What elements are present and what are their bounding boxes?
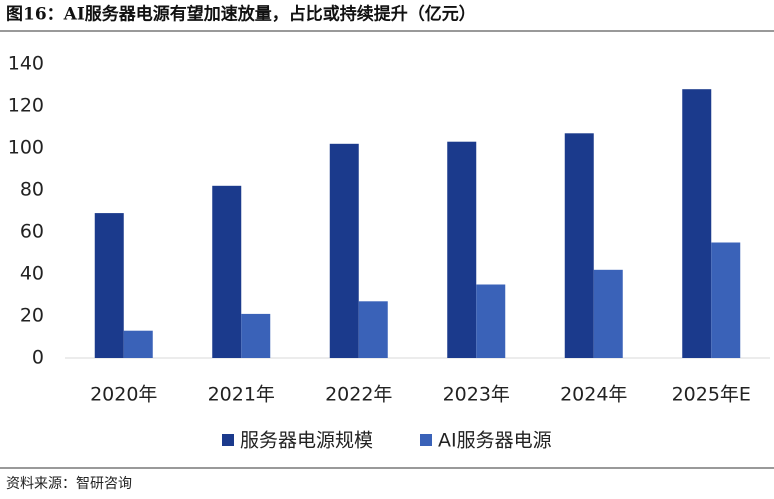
y-tick-label: 40 (20, 263, 44, 285)
x-tick-label: 2022年 (325, 384, 392, 406)
bar (212, 185, 242, 358)
bar (476, 284, 506, 358)
y-tick-label: 80 (20, 179, 44, 201)
y-tick-label: 100 (8, 137, 44, 159)
y-tick-label: 140 (8, 53, 44, 75)
bar (329, 143, 359, 358)
x-tick-label: 2023年 (443, 384, 510, 406)
x-tick-label: 2024年 (560, 384, 627, 406)
y-tick-label: 20 (20, 305, 44, 327)
bar (358, 301, 388, 358)
legend-swatch (222, 434, 234, 446)
bar (123, 330, 153, 358)
x-tick-label: 2025年E (672, 384, 751, 406)
bar (241, 313, 271, 358)
bar (682, 89, 712, 358)
bar (94, 213, 124, 358)
bar (711, 242, 741, 358)
bar (593, 269, 623, 358)
y-tick-label: 0 (32, 347, 44, 369)
legend-swatch (420, 434, 432, 446)
legend-label: AI服务器电源 (438, 430, 552, 452)
x-tick-label: 2021年 (208, 384, 275, 406)
source: 资料来源：智研咨询 (6, 476, 132, 492)
y-tick-label: 60 (20, 221, 44, 243)
x-tick-label: 2020年 (90, 384, 157, 406)
chart-title: 图16：AI服务器电源有望加速放量，占比或持续提升（亿元） (6, 4, 476, 25)
bar (564, 133, 594, 358)
legend-label: 服务器电源规模 (240, 430, 373, 452)
y-tick-label: 120 (8, 95, 44, 117)
bar (447, 141, 477, 358)
